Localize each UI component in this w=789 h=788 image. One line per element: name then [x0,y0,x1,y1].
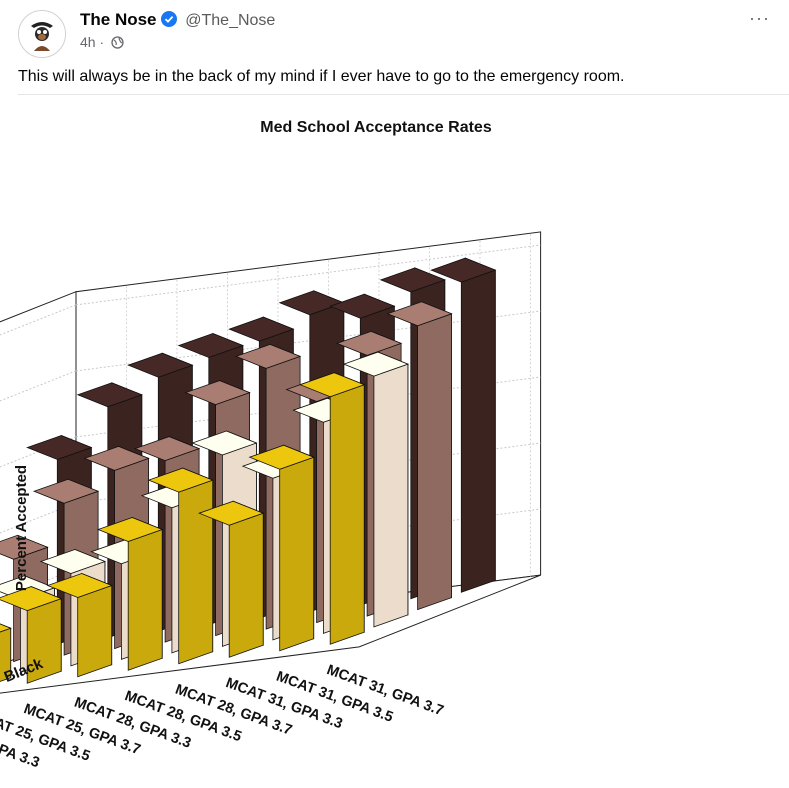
bar-front-face [417,313,453,611]
bar-top-face [184,380,251,406]
bar-top-face [342,351,410,377]
nose-mascot-icon [19,11,65,57]
bar-asian [299,372,366,645]
bar-top-face [248,444,315,470]
bar-black [430,257,497,593]
bar-asian [198,500,265,658]
bar-top-face [83,445,150,471]
bar-top-face [234,343,302,369]
bar-top-face [97,517,164,542]
gridline [0,502,77,534]
y-axis-label: Percent Accepted [13,465,30,591]
bar-top-face [379,267,446,293]
more-options-button[interactable]: ··· [749,8,770,28]
acceptance-rate-chart: 020406080100BlackHispanicWhiteAsianMCAT … [0,96,789,786]
bar-asian [46,572,113,678]
bar-top-face [147,467,214,493]
bar-top-face [0,586,63,612]
bar-asian [97,516,164,671]
bar-front-face [228,512,264,658]
verified-badge-icon [160,11,177,32]
bar-front-face [373,363,409,628]
bar-top-face [228,316,295,342]
author-name[interactable]: The Nose [80,10,157,29]
author-handle[interactable]: @The_Nose [185,12,276,29]
bar-top-face [335,330,403,356]
bar-top-face [127,352,194,378]
bar-top-face [26,435,93,460]
gridline [0,370,77,402]
bar-top-face [198,500,265,526]
bar-top-face [39,549,107,574]
bar-top-face [133,436,201,462]
bar-white [342,351,410,628]
bar-top-face [191,430,258,456]
bar-asian [248,444,315,652]
bar-front-face [329,384,365,645]
bar-top-face [76,382,143,408]
chart-title: Med School Acceptance Rates [260,119,492,136]
bar-top-face [329,293,396,319]
post-header: The Nose @The_Nose 4h · ··· [18,8,778,58]
bar-hispanic [386,301,453,611]
bar-top-face [177,333,244,358]
bar-top-face [32,478,100,504]
bar-top-face [386,301,453,327]
bar-top-face [46,573,113,598]
bar-front-face [460,269,496,593]
chart-bars [0,257,497,684]
bar-asian [0,586,63,684]
post-time[interactable]: 4h [80,34,96,50]
gridline [0,304,77,336]
avatar[interactable] [18,10,66,58]
bar-front-face [279,456,315,652]
bar-front-face [77,584,113,678]
bar-asian [0,623,12,682]
bar-front-face [127,528,163,671]
divider [18,94,789,95]
bar-top-face [0,623,12,633]
bar-top-face [430,257,497,283]
bar-front-face [178,479,214,665]
bar-top-face [299,372,366,398]
globe-icon [111,36,124,52]
post-text: This will always be in the back of my mi… [18,68,625,85]
meta-separator: · [99,34,105,50]
author-row: The Nose @The_Nose [80,10,275,32]
bar-top-face [0,534,49,560]
post-meta: 4h · [80,34,124,52]
